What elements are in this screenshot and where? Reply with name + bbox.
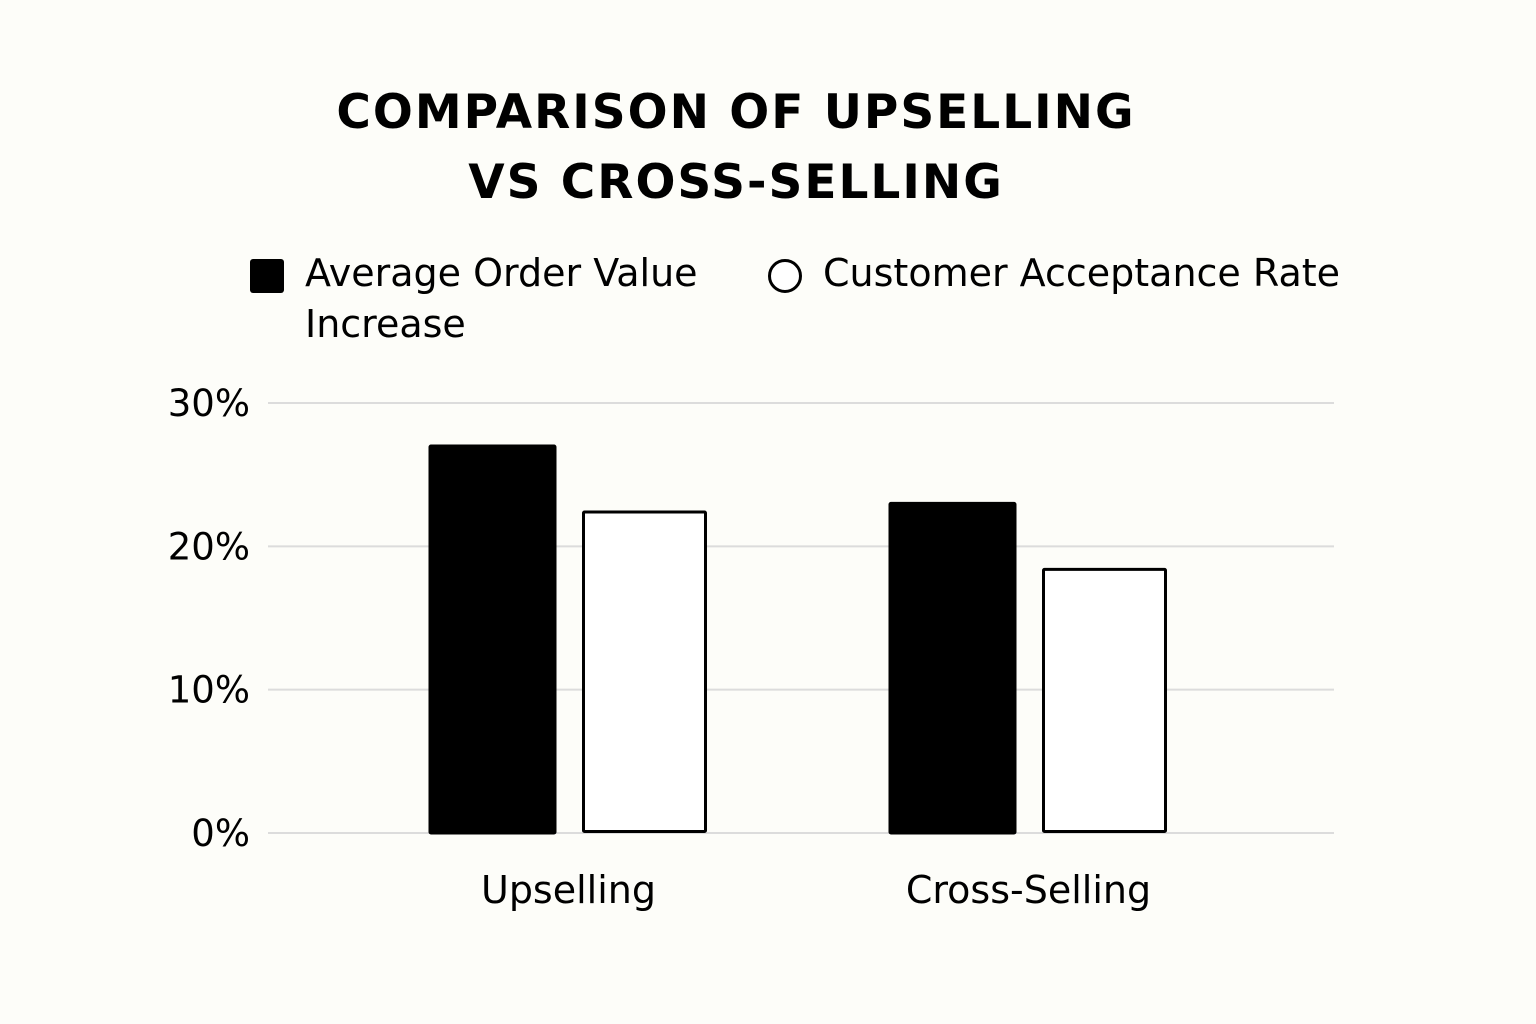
bar-upselling-series-1 [582,510,707,833]
legend-label-average-order-value-line-1: Average Order Value [305,251,698,295]
y-tick-label-0: 0% [191,812,250,855]
y-tick-label-10: 10% [168,669,250,712]
legend-item-customer-acceptance-rate: Customer Acceptance Rate [768,248,1468,299]
legend-label-average-order-value-line-2: Increase [305,302,466,346]
chart-title-line-2: VS CROSS-SELLING [468,155,1004,210]
y-tick-label-20: 20% [168,525,250,568]
chart-title-line-1: COMPARISON OF UPSELLING [336,85,1136,140]
y-tick-label-30: 30% [168,382,250,425]
x-category-label-upselling: Upselling [481,868,656,912]
legend-square-icon [250,259,284,293]
legend-item-average-order-value: Average Order Value Increase [250,248,720,350]
x-category-label-cross-selling: Cross-Selling [906,868,1151,912]
legend-label-customer-acceptance-rate: Customer Acceptance Rate [823,251,1341,295]
legend-circle-icon [768,259,802,293]
chart-title: COMPARISON OF UPSELLING VS CROSS-SELLING [0,78,1472,218]
bar-cross-selling-series-1 [1042,567,1167,833]
bar-upselling-series-0 [428,444,557,835]
bar-cross-selling-series-0 [888,501,1017,835]
